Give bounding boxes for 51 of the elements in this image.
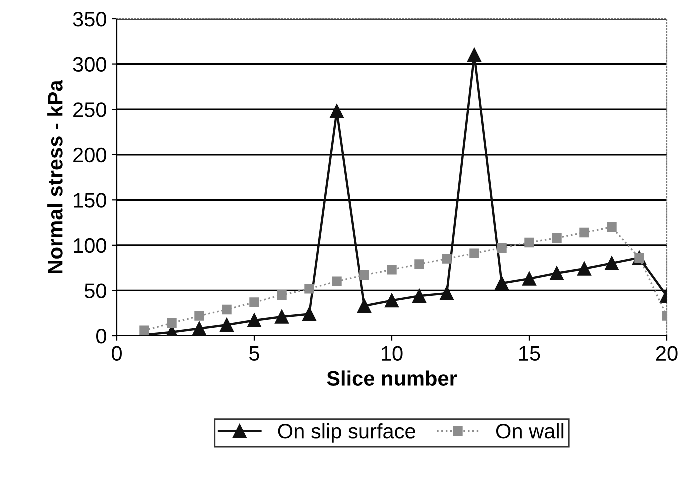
- point: [277, 290, 287, 300]
- y-tick-label: 250: [74, 102, 106, 118]
- point: [302, 307, 316, 322]
- point: [414, 260, 424, 270]
- point: [167, 318, 177, 328]
- y-tick-label: 350: [73, 12, 106, 27]
- point: [360, 270, 370, 280]
- y-tick-label: 200: [74, 148, 106, 163]
- point: [332, 276, 342, 287]
- point: [222, 304, 232, 315]
- point: [412, 289, 426, 304]
- point: [605, 256, 619, 270]
- y-tick-label: 300: [73, 57, 106, 72]
- point: [304, 284, 314, 294]
- x-tick-label: 15: [520, 346, 540, 362]
- x-tick-label: 5: [250, 346, 260, 362]
- point: [468, 48, 482, 62]
- point: [524, 238, 534, 248]
- point: [440, 286, 454, 300]
- y-tick-label: 0: [96, 329, 106, 344]
- y-tick-label: 150: [74, 193, 106, 208]
- x-tick-label: 10: [382, 346, 403, 362]
- x-tick-label: 0: [112, 346, 122, 362]
- point: [522, 272, 536, 286]
- point: [192, 322, 206, 336]
- point: [387, 265, 397, 275]
- y-tick-label: 50: [84, 284, 106, 298]
- point: [385, 294, 399, 308]
- point: [607, 222, 617, 232]
- legend-label: On slip surface: [278, 423, 416, 443]
- point: [250, 298, 260, 308]
- x-axis-title: Slice number: [327, 370, 458, 386]
- x-tick-label: 20: [656, 346, 678, 362]
- point: [220, 318, 234, 332]
- point: [578, 262, 592, 276]
- point: [442, 254, 452, 264]
- point: [580, 228, 590, 238]
- y-tick-label: 100: [74, 238, 106, 254]
- point: [470, 248, 480, 258]
- point: [140, 326, 150, 336]
- point: [358, 299, 372, 314]
- point: [275, 310, 289, 324]
- point: [330, 104, 344, 118]
- point: [194, 311, 204, 321]
- point: [495, 276, 509, 290]
- point: [248, 314, 262, 328]
- point: [552, 233, 562, 244]
- y-axis-title: Normal stress - kPa: [48, 80, 63, 274]
- point: [550, 266, 564, 280]
- legend-label: On wall: [496, 423, 564, 439]
- point: [497, 243, 507, 254]
